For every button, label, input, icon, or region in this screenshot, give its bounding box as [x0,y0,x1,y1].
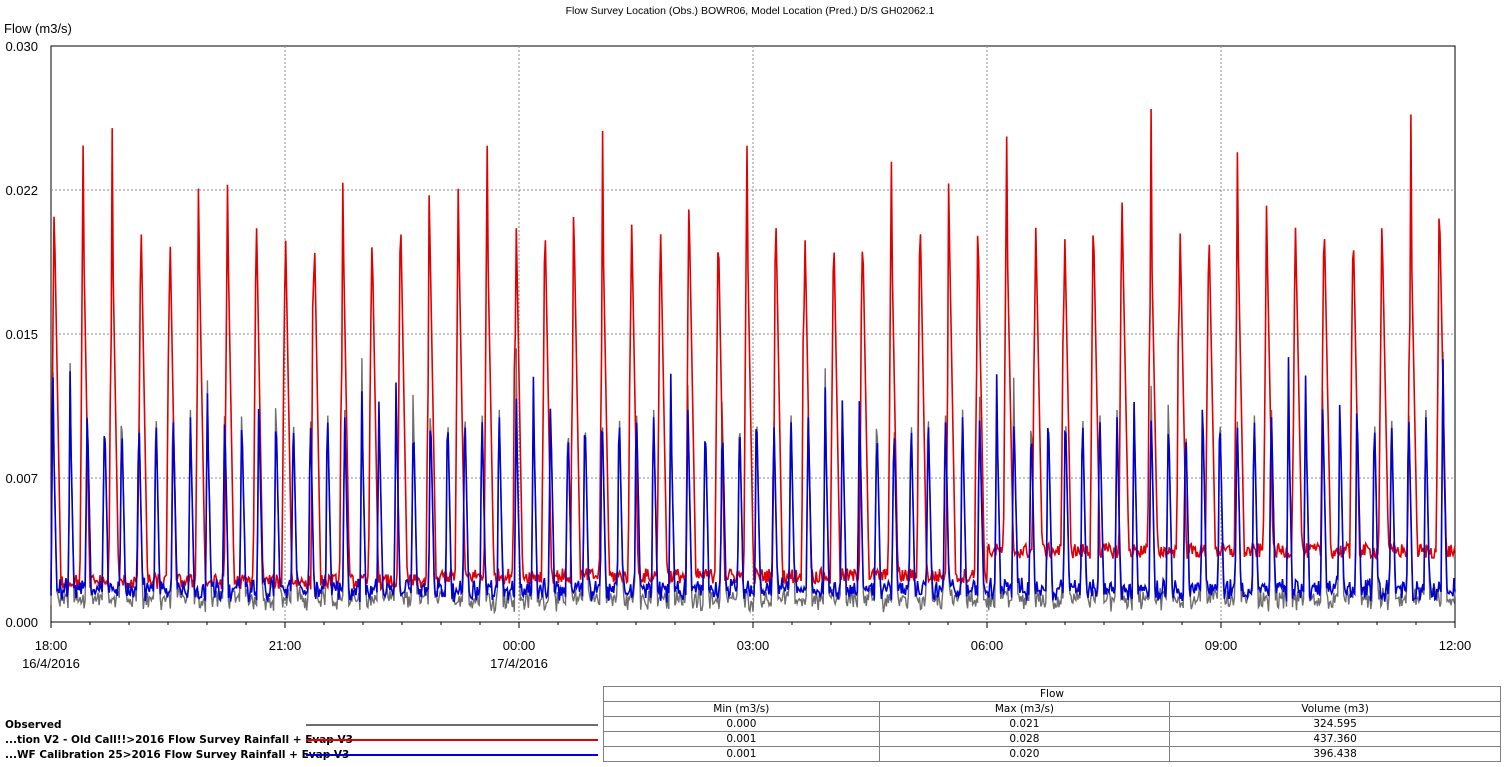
x-date-label: 16/4/2016 [22,656,80,671]
flow-chart: Flow Survey Location (Obs.) BOWR06, Mode… [4,5,1471,671]
series-line-wf [50,357,1456,604]
axis-ticks: 0.030 0.022 0.015 0.007 0.000 18:00 16/4/2016 2… [5,39,1471,671]
legend-swatch-observed [306,724,598,726]
y-tick-label: 0.015 [5,327,38,342]
x-tick-label: 12:00 [1439,638,1472,653]
stats-cell: 0.001 [603,746,880,762]
stats-cell: 0.000 [603,716,880,732]
x-tick-label: 18:00 [35,638,68,653]
stats-column-row: Min (m3/s) Max (m3/s) Volume (m3) [603,701,1501,717]
table-row: 0.001 0.028 437.360 [603,731,1501,747]
stats-cell: 396.438 [1169,746,1501,762]
y-tick-label: 0.000 [5,615,38,630]
stats-cell: 0.001 [603,731,880,747]
stats-header-row: Flow [603,686,1501,702]
x-date-label: 17/4/2016 [490,656,548,671]
stats-cell: 0.028 [878,731,1171,747]
y-tick-label: 0.022 [5,183,38,198]
stats-cell: 0.021 [878,716,1171,732]
x-tick-label: 09:00 [1205,638,1238,653]
legend-label-wf-calibration: ...WF Calibration 25>2016 Flow Survey Ra… [5,749,350,761]
legend-label-observed: Observed [5,719,62,731]
legend-label-old-call: ...tion V2 - Old Call!!>2016 Flow Survey… [5,734,353,746]
legend-swatch-old-call [306,739,598,741]
y-tick-label: 0.007 [5,471,38,486]
x-tick-label: 03:00 [737,638,770,653]
stats-cell: 0.020 [878,746,1171,762]
stats-table: Flow Min (m3/s) Max (m3/s) Volume (m3) 0… [603,686,1501,762]
stats-cell: 437.360 [1169,731,1501,747]
chart-title: Flow Survey Location (Obs.) BOWR06, Mode… [566,5,935,17]
stats-col-min: Min (m3/s) [603,701,880,717]
stats-header: Flow [603,686,1501,702]
table-row: 0.000 0.021 324.595 [603,716,1501,732]
series-line-old [50,108,1456,592]
legend-swatch-wf-calibration [306,754,598,756]
x-tick-label: 21:00 [269,638,302,653]
y-axis-label: Flow (m3/s) [4,21,72,36]
series-lines [50,108,1456,615]
table-row: 0.001 0.020 396.438 [603,746,1501,762]
x-tick-label: 06:00 [971,638,1004,653]
stats-cell: 324.595 [1169,716,1501,732]
stats-col-max: Max (m3/s) [878,701,1171,717]
stats-col-volume: Volume (m3) [1169,701,1501,717]
y-tick-label: 0.030 [5,39,38,54]
x-tick-label: 00:00 [503,638,536,653]
